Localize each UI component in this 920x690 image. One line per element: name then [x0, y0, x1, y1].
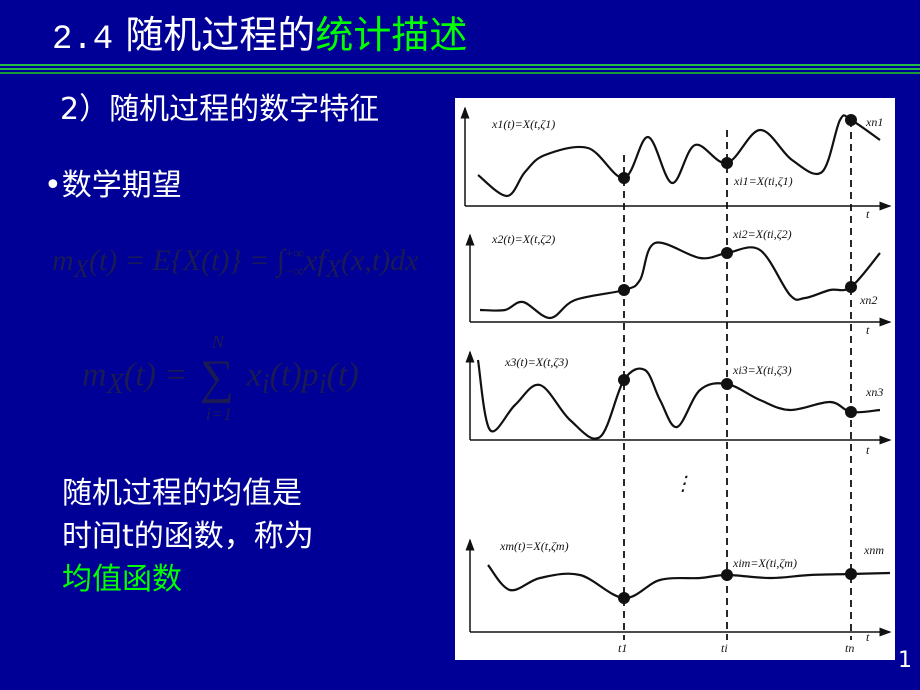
- axis-label: t: [866, 323, 870, 337]
- subtitle: 2）随机过程的数字特征: [60, 92, 380, 127]
- sample-point: [618, 592, 630, 604]
- sample-point: [721, 569, 733, 581]
- end-label: xn1: [865, 115, 883, 129]
- slide-title: 2.4 随机过程的统计描述: [52, 12, 467, 63]
- sample-point: [618, 172, 630, 184]
- vertical-ellipsis: ⋮: [673, 473, 693, 495]
- section-number: 2.4: [52, 21, 114, 59]
- curve-label: x3(t)=X(t,ζ3): [504, 355, 568, 369]
- curve-label: x1(t)=X(t,ζ1): [491, 117, 555, 131]
- sample-point: [721, 378, 733, 390]
- end-label: xn2: [859, 293, 877, 307]
- sample-point: [618, 284, 630, 296]
- point-label: xi3=X(ti,ζ3): [732, 363, 792, 377]
- point-label: xi2=X(ti,ζ2): [732, 227, 792, 241]
- sample-point: [721, 157, 733, 169]
- body-line-3: 均值函数: [62, 562, 182, 597]
- time-label: ti: [721, 641, 728, 655]
- sample-point: [618, 374, 630, 386]
- point-label: xim=X(ti,ζm): [732, 556, 797, 570]
- divider: [0, 72, 920, 74]
- title-white-part: 随机过程的: [125, 13, 316, 57]
- sample-point: [845, 281, 857, 293]
- sample-function-curve: [476, 359, 881, 440]
- sample-function-curve: [479, 241, 881, 320]
- time-label: tn: [845, 641, 854, 655]
- axis-label: t: [866, 443, 870, 457]
- sample-functions-figure: x1(t)=X(t,ζ1) x2(t)=X(t,ζ2) x3(t)=X(t,ζ3…: [455, 98, 895, 660]
- sample-point: [845, 568, 857, 580]
- sample-function-curve: [487, 564, 891, 600]
- integral-formula: mX(t) = E{X(t)} = ∫ +∞ −∞ xfX(x,t)dx: [52, 244, 419, 283]
- bullet-symbol: •: [44, 168, 62, 203]
- sample-function-curve: [477, 114, 881, 198]
- curve-label: xm(t)=X(t,ζm): [499, 539, 569, 553]
- end-label: xn3: [865, 385, 883, 399]
- body-line-2: 时间t的函数，称为: [62, 519, 314, 554]
- sample-point: [845, 406, 857, 418]
- body-line-1: 随机过程的均值是: [62, 476, 302, 511]
- curve-label: x2(t)=X(t,ζ2): [491, 232, 555, 246]
- divider: [0, 68, 920, 70]
- sample-point: [721, 247, 733, 259]
- axis-label: t: [866, 207, 870, 221]
- end-label: xnm: [863, 543, 884, 557]
- point-label: xi1=X(ti,ζ1): [733, 174, 793, 188]
- page-number: 1: [898, 648, 912, 673]
- bullet-item: •数学期望: [44, 160, 182, 204]
- bullet-text: 数学期望: [61, 168, 182, 203]
- title-green-part: 统计描述: [315, 13, 468, 57]
- divider: [0, 64, 920, 66]
- axis-label: t: [866, 630, 870, 644]
- sample-point: [845, 114, 857, 126]
- time-label: t1: [618, 641, 627, 655]
